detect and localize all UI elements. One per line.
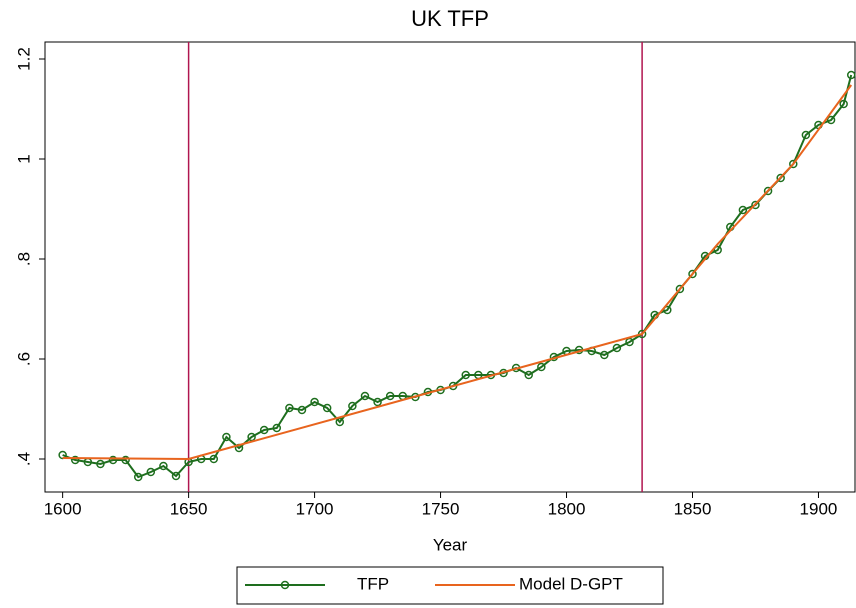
- data-point: [789, 159, 798, 169]
- data-point: [663, 305, 672, 315]
- data-point: [600, 350, 609, 360]
- data-point: [335, 417, 345, 427]
- series-line: [62, 84, 853, 461]
- y-tick-label: 1: [14, 154, 33, 163]
- data-point: [675, 284, 685, 294]
- y-tick-label: .8: [14, 252, 33, 266]
- data-point: [373, 397, 382, 407]
- data-point: [310, 397, 319, 407]
- data-point: [108, 455, 118, 465]
- x-tick-label: 1850: [674, 499, 712, 518]
- data-point: [322, 403, 332, 413]
- x-tick-label: 1700: [296, 499, 334, 518]
- data-point: [297, 405, 307, 415]
- legend-marker: [280, 580, 290, 590]
- x-tick-label: 1650: [170, 499, 208, 518]
- data-point: [348, 401, 357, 411]
- data-point: [839, 99, 848, 109]
- data-point: [146, 467, 156, 477]
- x-tick-label: 1600: [44, 499, 82, 518]
- data-point: [96, 459, 105, 469]
- y-tick-label: .4: [14, 452, 33, 466]
- x-tick-label: 1750: [422, 499, 460, 518]
- data-point: [360, 391, 370, 401]
- y-tick-label: .6: [14, 352, 33, 366]
- plot-frame: [44, 41, 856, 493]
- data-point: [247, 432, 256, 442]
- data-point: [461, 370, 470, 380]
- data-point: [537, 362, 546, 372]
- x-axis-label: Year: [433, 535, 468, 554]
- data-point: [285, 403, 294, 413]
- data-point: [801, 130, 811, 140]
- data-point: [272, 423, 282, 433]
- data-point: [259, 425, 269, 435]
- data-point: [524, 370, 533, 380]
- chart-title: UK TFP: [411, 6, 489, 31]
- legend-label: TFP: [357, 574, 389, 593]
- data-point: [846, 70, 856, 80]
- series-line: [62, 74, 853, 479]
- data-point: [713, 245, 722, 255]
- data-point: [826, 115, 836, 125]
- data-point: [688, 269, 697, 279]
- x-tick-label: 1900: [800, 499, 838, 518]
- data-point: [209, 454, 219, 464]
- data-point: [738, 205, 748, 215]
- data-point: [133, 472, 143, 482]
- legend-label: Model D-GPT: [519, 574, 623, 593]
- data-point: [159, 461, 168, 471]
- data-point: [612, 343, 622, 353]
- data-point: [776, 173, 785, 183]
- data-point: [222, 432, 231, 442]
- data-point: [751, 200, 760, 210]
- data-point: [70, 455, 80, 465]
- y-tick-label: 1.2: [14, 47, 33, 71]
- data-point: [385, 391, 395, 401]
- data-point: [171, 471, 181, 481]
- data-point: [121, 455, 130, 465]
- x-tick-label: 1800: [548, 499, 586, 518]
- data-point: [763, 186, 773, 196]
